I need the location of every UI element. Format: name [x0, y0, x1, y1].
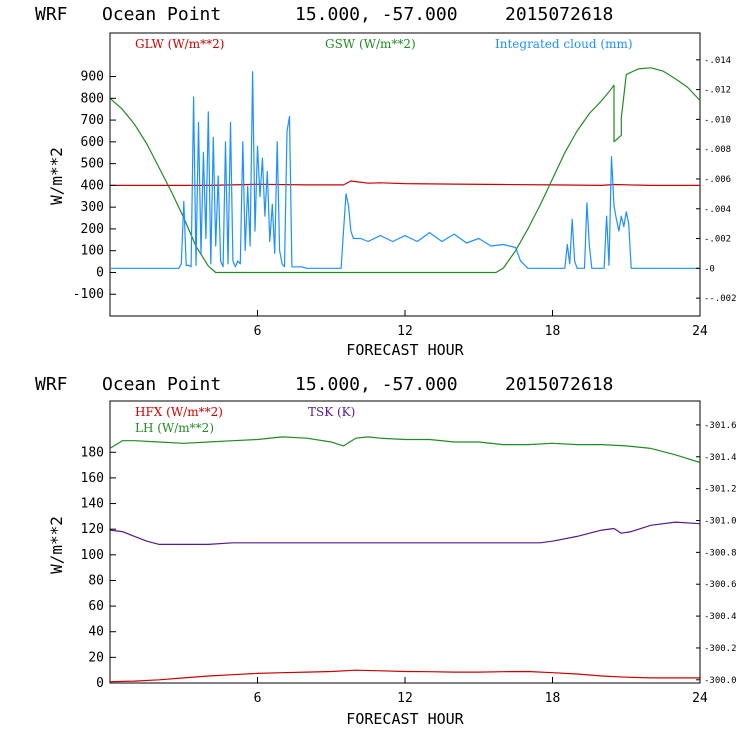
x-tick-label: 6 [254, 324, 262, 339]
series-line-glw [110, 180, 700, 186]
right-tick-label: -.010 [704, 115, 731, 125]
bottom-title-coords: 15.000, -57.000 [295, 374, 458, 395]
right-tick-label: -.006 [704, 175, 731, 185]
x-tick-label: 12 [397, 691, 413, 706]
top-y-ticks: -100 0 100 200 300 400 500 600 700 800 900 [73, 70, 116, 302]
right-tick-label: -.002 [704, 235, 731, 245]
y-tick-label: -100 [73, 287, 104, 302]
top-legend-gsw: GSW (W/m**2) [325, 37, 416, 51]
x-tick-label: 18 [545, 324, 561, 339]
series-line-hfx [109, 669, 700, 683]
y-tick-label: 0 [96, 676, 104, 691]
top-title-coords: 15.000, -57.000 [295, 4, 458, 25]
top-title-location: Ocean Point [102, 4, 221, 25]
y-tick-label: 20 [88, 650, 104, 665]
bottom-title-model: WRF [35, 374, 68, 395]
y-tick-label: 900 [81, 70, 104, 85]
x-tick-label: 18 [545, 691, 561, 706]
y-tick-label: 180 [81, 445, 104, 460]
bottom-y-axis-label: W/m**2 [47, 516, 66, 574]
bottom-right-ticks: -301.6 -301.4 -301.2 -301.0 -300.8 -300.6 -300… [696, 421, 737, 686]
right-tick-label: -301.4 [704, 453, 737, 463]
right-tick-label: -301.0 [704, 516, 737, 526]
y-tick-label: 0 [96, 265, 104, 280]
y-tick-label: 500 [81, 157, 104, 172]
series-line-lh [109, 436, 701, 464]
bottom-title-location: Ocean Point [102, 374, 221, 395]
top-right-ticks: -.014 -.012 -.010 -.008 -.006 -.004 -.002 -0 --.… [696, 56, 737, 304]
top-y-axis-label: W/m**2 [47, 147, 66, 205]
x-tick-label: 24 [692, 324, 708, 339]
y-tick-label: 40 [88, 625, 104, 640]
right-tick-label: -300.0 [704, 676, 737, 686]
bottom-y-ticks: 0 20 40 60 80 100 120 140 160 180 [81, 445, 116, 691]
bottom-x-ticks: 6 12 18 24 [254, 677, 708, 706]
bottom-title-date: 2015072618 [505, 374, 613, 395]
bottom-legend-tsk: TSK (K) [308, 405, 355, 419]
y-tick-label: 160 [81, 471, 104, 486]
right-tick-label: -0 [704, 264, 715, 274]
right-tick-label: -301.6 [704, 421, 737, 431]
x-tick-label: 6 [254, 691, 262, 706]
right-tick-label: -.014 [704, 56, 731, 66]
y-tick-label: 140 [81, 497, 104, 512]
y-tick-label: 100 [81, 244, 104, 259]
y-tick-label: 800 [81, 91, 104, 106]
bottom-legend-hfx: HFX (W/m**2) [135, 405, 223, 419]
right-tick-label: -.008 [704, 145, 731, 155]
right-tick-label: -301.2 [704, 485, 737, 495]
bottom-x-axis-label: FORECAST HOUR [346, 710, 464, 728]
y-tick-label: 400 [81, 178, 104, 193]
right-tick-label: -.004 [704, 205, 731, 215]
y-tick-label: 600 [81, 135, 104, 150]
bottom-chart: WRF Ocean Point 15.000, -57.000 20150726… [35, 374, 737, 728]
right-tick-label: -300.8 [704, 548, 737, 558]
bottom-plot-frame [109, 400, 701, 684]
bottom-plot-area [109, 436, 701, 683]
top-legend-cloud: Integrated cloud (mm) [495, 37, 633, 51]
series-line-integrated [110, 71, 700, 269]
top-x-axis-label: FORECAST HOUR [346, 341, 464, 359]
top-x-ticks: 6 12 18 24 [254, 310, 708, 339]
series-line-tsk [109, 521, 701, 545]
right-tick-label: -300.4 [704, 612, 737, 622]
top-title-model: WRF [35, 4, 68, 25]
right-tick-label: -300.2 [704, 644, 737, 654]
y-tick-label: 700 [81, 113, 104, 128]
right-tick-label: --.002 [704, 294, 737, 304]
bottom-legend-lh: LH (W/m**2) [135, 421, 214, 435]
x-tick-label: 12 [397, 324, 413, 339]
right-tick-label: -.012 [704, 86, 731, 96]
top-chart: WRF Ocean Point 15.000, -57.000 20150726… [35, 4, 737, 359]
y-tick-label: 80 [88, 573, 104, 588]
y-tick-label: 60 [88, 599, 104, 614]
right-tick-label: -300.6 [704, 580, 737, 590]
y-tick-label: 300 [81, 200, 104, 215]
top-legend-glw: GLW (W/m**2) [135, 37, 224, 51]
top-plot-area [109, 67, 701, 274]
top-title-date: 2015072618 [505, 4, 613, 25]
y-tick-label: 100 [81, 548, 104, 563]
y-tick-label: 120 [81, 522, 104, 537]
series-line-gsw [109, 67, 701, 274]
x-tick-label: 24 [692, 691, 708, 706]
y-tick-label: 200 [81, 222, 104, 237]
